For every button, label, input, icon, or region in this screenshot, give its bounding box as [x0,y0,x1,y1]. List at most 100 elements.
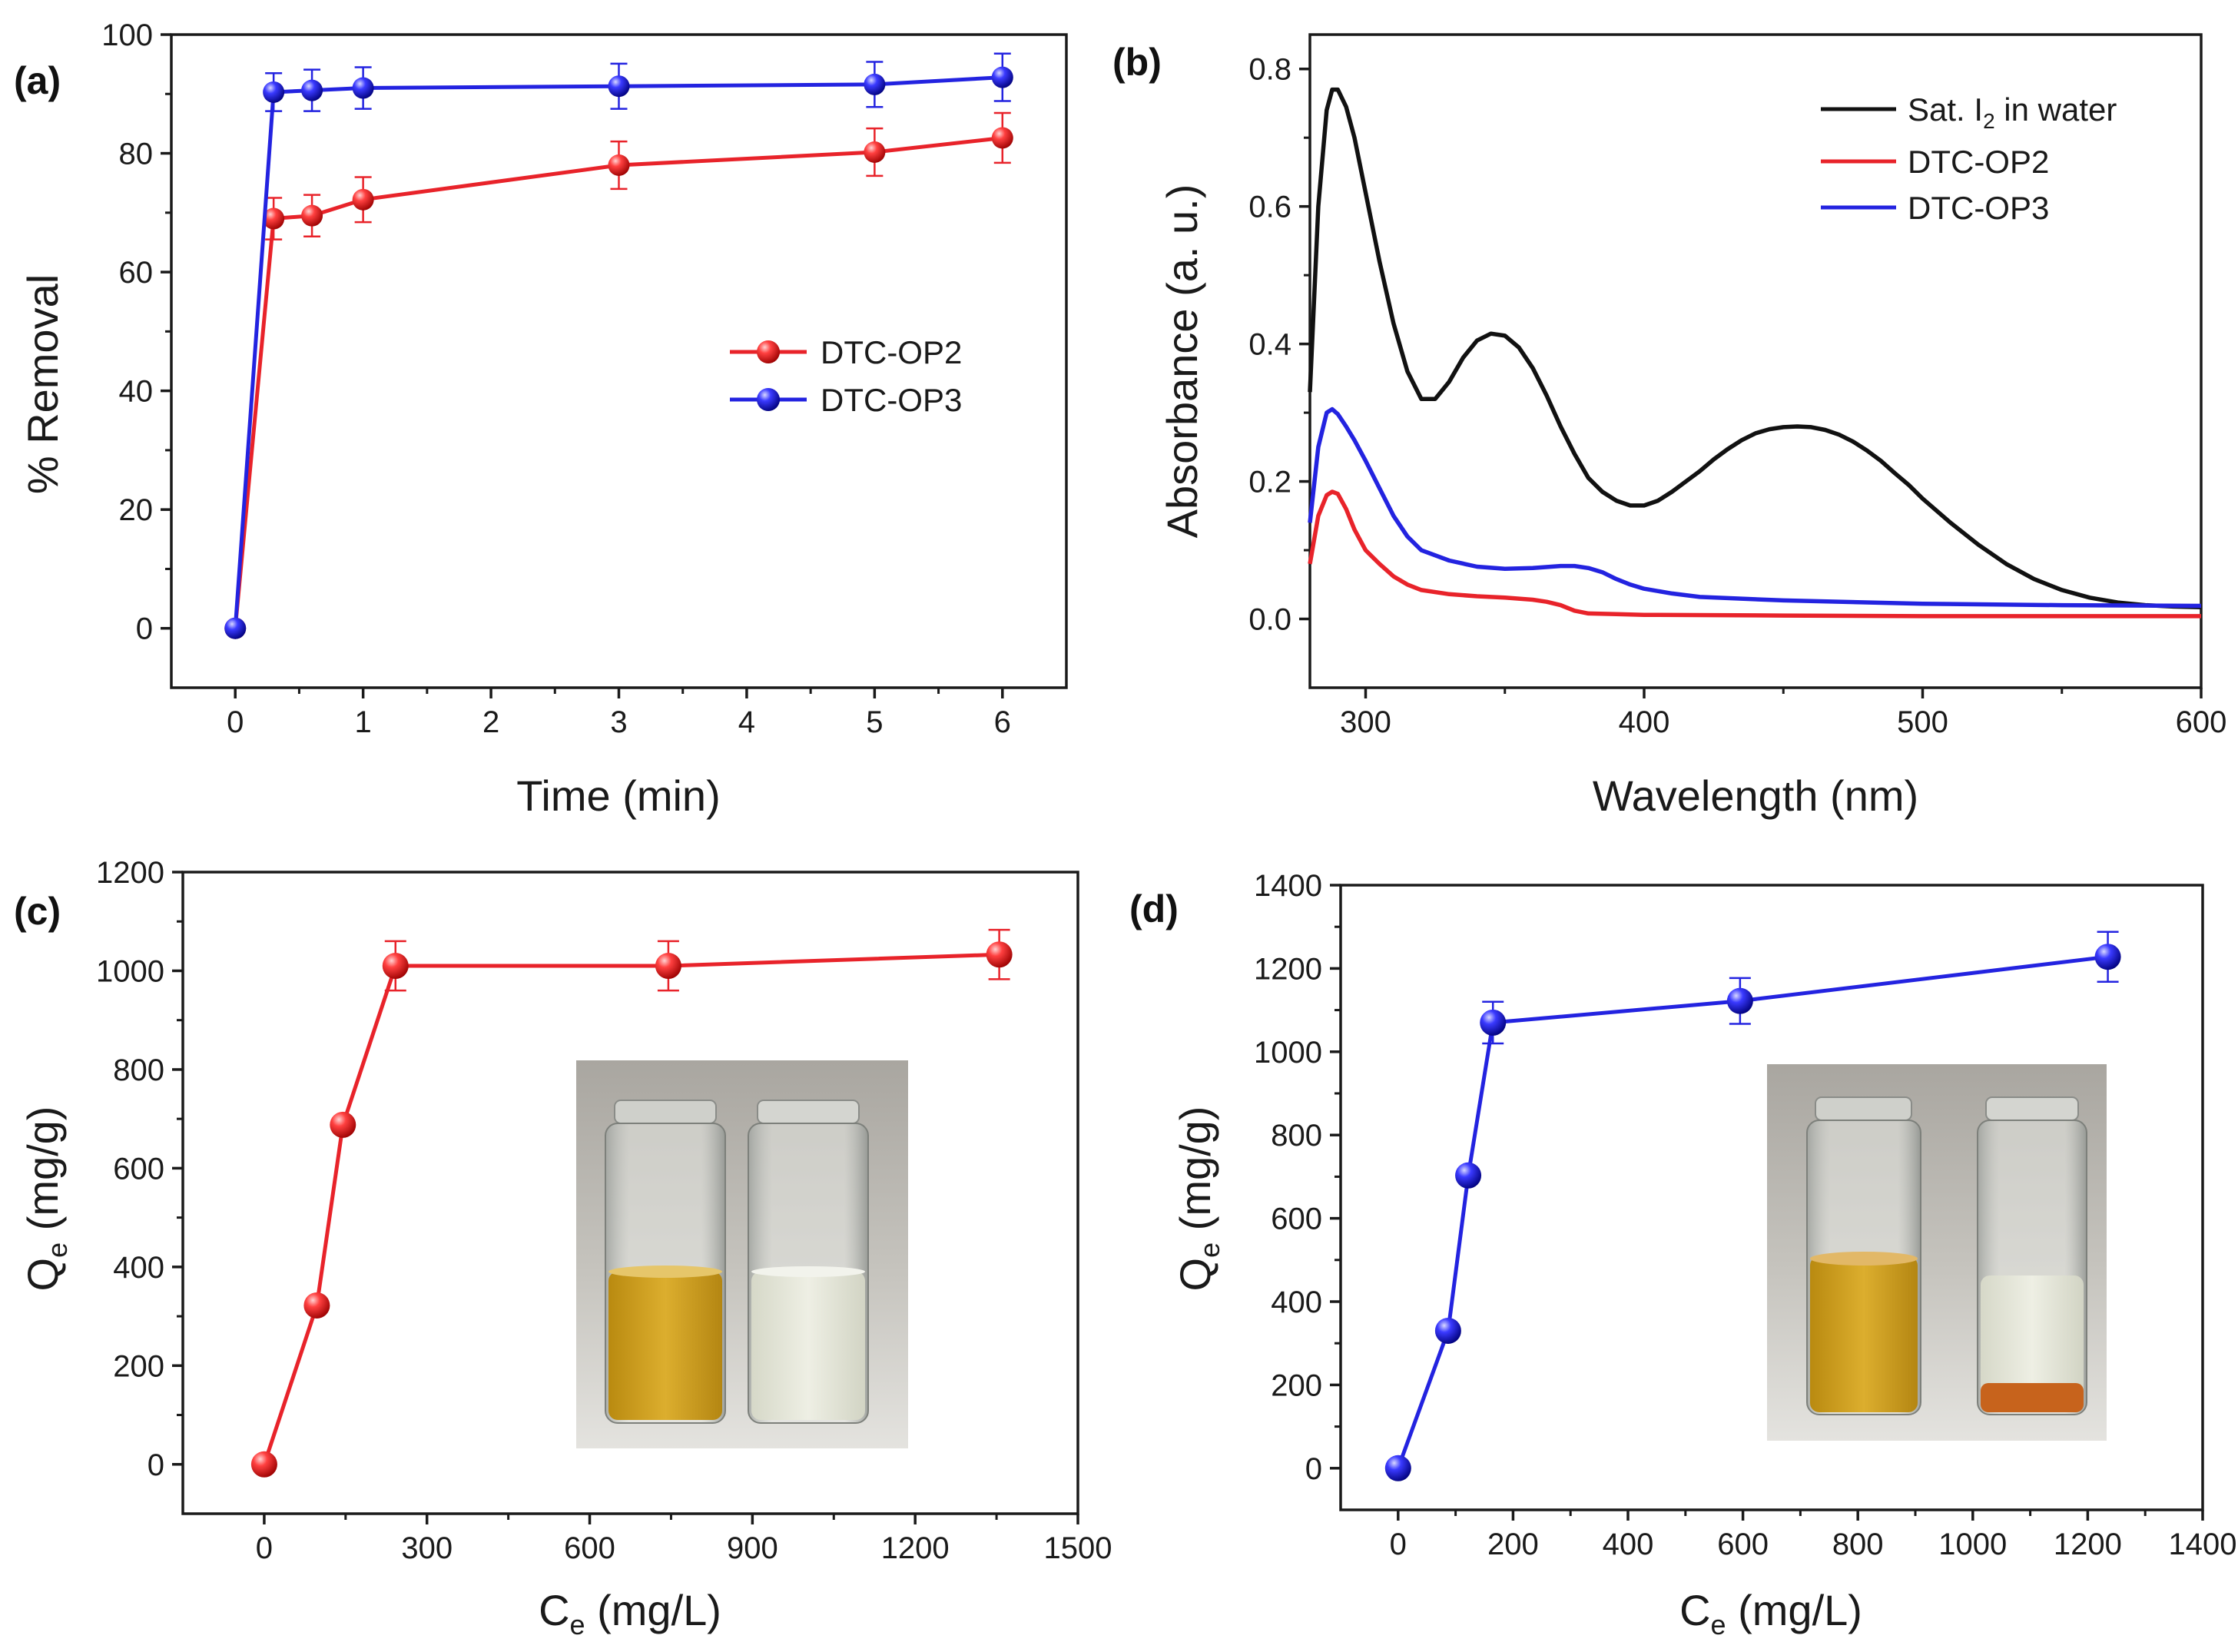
x-axis-ticks: 0 300 600 900 1200 1500 [256,1514,1112,1565]
data-point-dtc-op2 [330,1111,356,1138]
legend: DTC-OP2 DTC-OP3 [730,334,962,418]
y-tick-label: 40 [119,375,154,409]
inset-photo-vials [576,1060,908,1448]
data-point-dtc-op3 [864,73,886,95]
y-tick-label: 1400 [1254,869,1322,903]
data-point-dtc-op2 [655,953,681,980]
inset-photo-vials [1767,1064,2107,1441]
x-axis-ticks: 0 200 400 600 800 1000 1200 1400 [1390,1510,2237,1561]
data-point-dtc-op3 [991,66,1013,88]
panel-b: 300 400 500 600 0.0 0.2 0.4 0.6 0.8 (b) Wavelen… [1112,33,2226,820]
y-tick-label: 400 [1271,1285,1322,1319]
series-line-sat-i2-in-water [1308,87,2202,610]
y-tick-label: 600 [113,1152,164,1186]
x-tick-label: 3 [610,705,627,739]
x-tick-label: 0 [1390,1528,1407,1561]
series-line-dtc-op2 [262,952,1000,1465]
y-tick-label: 600 [1271,1203,1322,1236]
data-point-dtc-op3 [1480,1009,1507,1036]
y-tick-label: 20 [119,493,154,527]
data-point-dtc-op2 [250,1451,277,1478]
x-axis-ticks: 0 1 2 3 4 5 6 [227,688,1011,739]
panel-a: 0 1 2 3 4 5 6 0 20 40 60 80 100 (a) Time (min) % Re… [14,18,1068,820]
data-point-dtc-op3 [352,77,374,99]
y-axis-ticks: 0 20 40 60 80 100 [101,18,171,646]
x-tick-label: 5 [866,705,883,739]
y-axis-ticks: 0 200 400 600 800 1000 1200 [96,856,183,1482]
legend-label-dtc-op2: DTC-OP2 [1908,144,2049,180]
x-tick-label: 0 [227,705,244,739]
y-tick-label: 200 [113,1349,164,1383]
y-tick-label: 0.0 [1248,603,1291,637]
y-axis-ticks: 0.0 0.2 0.4 0.6 0.8 [1248,53,1310,637]
data-point-dtc-op3 [263,81,285,103]
x-tick-label: 1400 [2169,1528,2237,1561]
x-tick-label: 400 [1619,705,1670,739]
series-line-dtc-op3 [1396,954,2108,1469]
data-point-dtc-op3 [1384,1455,1411,1481]
series-layer [1308,87,2202,619]
legend-marker-dtc-op3 [757,388,780,411]
x-tick-label: 0 [256,1531,273,1565]
y-axis-title: % Removal [18,274,67,494]
data-point-dtc-op2 [382,953,409,980]
x-axis-title: Ce (mg/L) [1679,1586,1862,1640]
series-layer [224,52,1013,639]
y-tick-label: 1000 [96,954,164,988]
x-axis-ticks: 300 400 500 600 [1340,688,2226,739]
y-axis-title: Absorbance (a. u.) [1158,184,1206,539]
data-point-dtc-op2 [263,207,285,230]
y-tick-label: 1200 [96,856,164,890]
series-line-dtc-op2 [1308,489,2201,619]
x-tick-label: 1200 [881,1531,950,1565]
x-tick-label: 2 [482,705,499,739]
panel-label: (c) [14,890,61,933]
data-point-dtc-op2 [303,1292,330,1319]
panel-label: (b) [1112,41,1162,84]
plot-frame [1339,884,2204,1511]
legend-label-dtc-op3: DTC-OP3 [821,382,962,418]
x-tick-label: 1200 [2054,1528,2122,1561]
y-tick-label: 0 [1305,1452,1322,1486]
x-tick-label: 500 [1897,705,1948,739]
y-axis-ticks: 0 200 400 600 800 1000 1200 1400 [1254,869,1341,1486]
data-point-dtc-op2 [301,204,323,227]
x-tick-label: 800 [1832,1528,1884,1561]
series-layer [1384,930,2121,1481]
y-tick-label: 0.6 [1248,191,1291,224]
x-axis-title: Wavelength (nm) [1593,771,1918,820]
data-point-dtc-op2 [986,941,1013,968]
data-point-dtc-op3 [1726,987,1753,1014]
legend-label-dtc-op2: DTC-OP2 [821,334,962,370]
legend-label-dtc-op3: DTC-OP3 [1908,190,2049,226]
data-point-dtc-op2 [864,141,886,163]
y-tick-label: 0.8 [1248,53,1291,87]
x-tick-label: 400 [1603,1528,1654,1561]
y-axis-title: Qe (mg/g) [1171,1106,1225,1292]
y-tick-label: 0 [148,1448,164,1482]
data-point-dtc-op3 [1434,1317,1461,1344]
y-axis-title: Qe (mg/g) [18,1106,73,1292]
x-tick-label: 1 [355,705,372,739]
data-point-dtc-op2 [991,127,1013,149]
y-tick-label: 100 [101,18,153,52]
y-tick-label: 0.2 [1248,466,1291,499]
panel-label: (d) [1129,887,1179,930]
data-point-dtc-op2 [608,154,630,176]
panel-c: 0 300 600 900 1200 1500 0 200 400 600 800 1000 1200… [14,856,1112,1640]
data-point-dtc-op3 [2094,944,2121,970]
legend-marker-dtc-op2 [757,340,780,363]
series-layer [250,928,1013,1478]
data-point-dtc-op3 [608,75,630,98]
panel-label: (a) [14,59,61,102]
x-tick-label: 600 [1717,1528,1769,1561]
x-tick-label: 300 [401,1531,453,1565]
x-tick-label: 300 [1340,705,1391,739]
x-tick-label: 6 [994,705,1011,739]
y-tick-label: 1000 [1254,1036,1322,1070]
x-axis-title: Time (min) [516,771,720,820]
plot-frame [181,871,1079,1515]
y-tick-label: 60 [119,256,154,290]
x-tick-label: 600 [2176,705,2227,739]
data-point-dtc-op3 [1455,1162,1482,1189]
